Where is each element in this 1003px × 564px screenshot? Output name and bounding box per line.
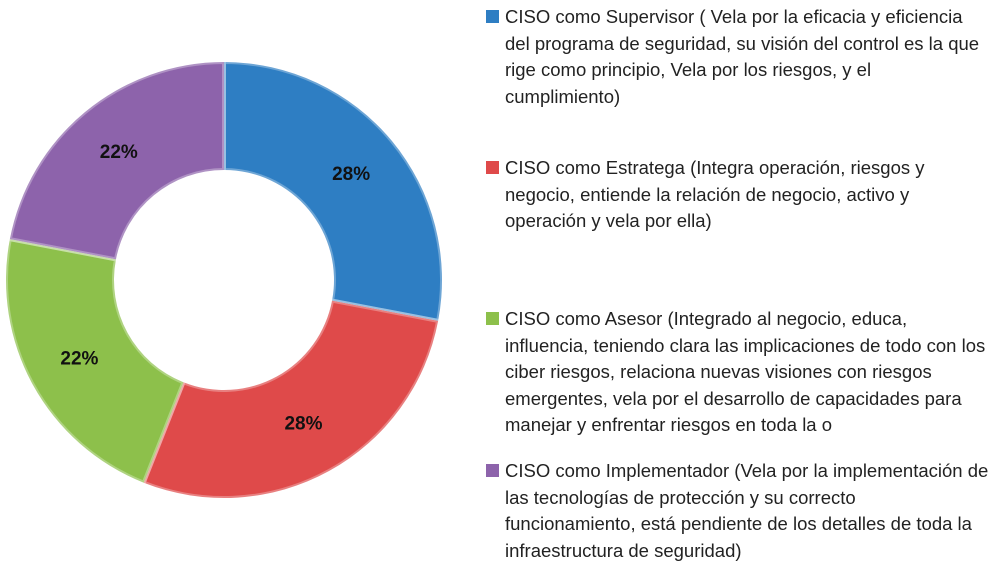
data-label: 28% [284,414,322,435]
legend-swatch [486,464,499,477]
donut-slice [222,59,444,324]
data-label: 28% [332,164,370,185]
legend-text: CISO como Asesor (Integrado al negocio, … [505,308,986,435]
legend-entry: CISO como Supervisor ( Vela por la efica… [486,4,991,110]
legend-swatch [486,10,499,23]
data-label: 22% [100,142,138,163]
legend-text: CISO como Implementador (Vela por la imp… [505,460,989,561]
legend-entry: CISO como Estratega (Integra operación, … [486,155,991,235]
legend-swatch [486,312,499,325]
legend-entry: CISO como Asesor (Integrado al negocio, … [486,306,991,439]
legend-text: CISO como Estratega (Integra operación, … [505,157,925,231]
donut-slice [141,298,441,500]
legend-entry: CISO como Implementador (Vela por la imp… [486,458,991,564]
data-label: 22% [60,349,98,370]
donut-slice [4,236,187,486]
legend-text: CISO como Supervisor ( Vela por la efica… [505,6,980,107]
legend-swatch [486,161,499,174]
donut-slice [7,59,226,262]
